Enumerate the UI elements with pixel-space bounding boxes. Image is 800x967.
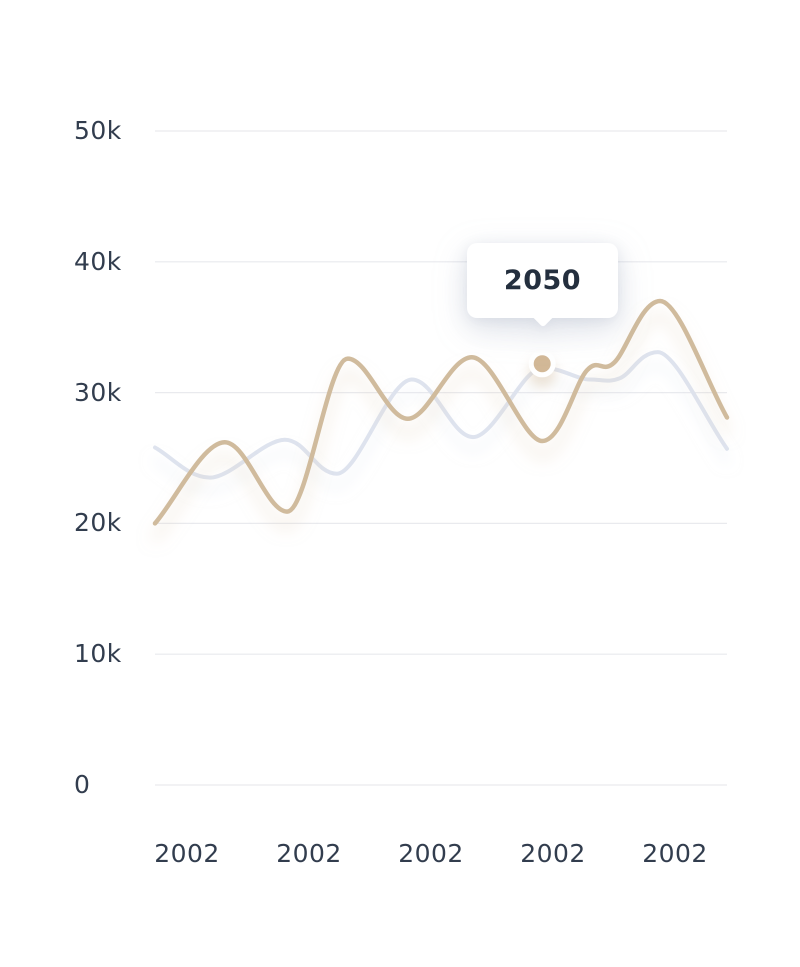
y-tick-label: 20k xyxy=(74,508,122,537)
tooltip-label: 2050 xyxy=(503,265,582,296)
data-point-marker[interactable] xyxy=(528,350,556,378)
x-tick-label: 2002 xyxy=(398,839,464,868)
y-tick-label: 40k xyxy=(74,247,122,276)
y-tick-label: 50k xyxy=(74,116,122,145)
y-tick-label: 0 xyxy=(74,770,91,799)
y-tick-label: 30k xyxy=(74,378,122,407)
x-tick-label: 2002 xyxy=(642,839,708,868)
x-tick-label: 2002 xyxy=(520,839,586,868)
series-line-beige[interactable] xyxy=(152,298,730,526)
tooltip-box: 2050 xyxy=(467,243,618,318)
x-tick-label: 2002 xyxy=(154,839,220,868)
y-tick-label: 10k xyxy=(74,639,122,668)
x-tick-label: 2002 xyxy=(276,839,342,868)
tooltip: 2050 xyxy=(467,243,618,328)
gridlines xyxy=(155,130,727,786)
series-line-gray[interactable] xyxy=(153,350,729,480)
